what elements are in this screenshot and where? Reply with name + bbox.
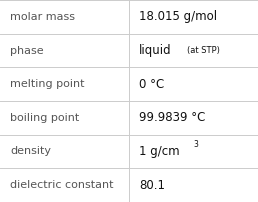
Text: 0 °C: 0 °C [139,78,165,91]
Text: phase: phase [10,45,44,56]
Text: (at STP): (at STP) [187,46,220,55]
Text: 1 g/cm: 1 g/cm [139,145,180,158]
Text: boiling point: boiling point [10,113,79,123]
Text: liquid: liquid [139,44,172,57]
Text: 18.015 g/mol: 18.015 g/mol [139,10,217,23]
Text: density: density [10,146,51,157]
Text: molar mass: molar mass [10,12,75,22]
Text: 99.9839 °C: 99.9839 °C [139,111,206,124]
Text: 80.1: 80.1 [139,179,165,192]
Text: melting point: melting point [10,79,85,89]
Text: 3: 3 [193,140,198,149]
Text: dielectric constant: dielectric constant [10,180,114,190]
